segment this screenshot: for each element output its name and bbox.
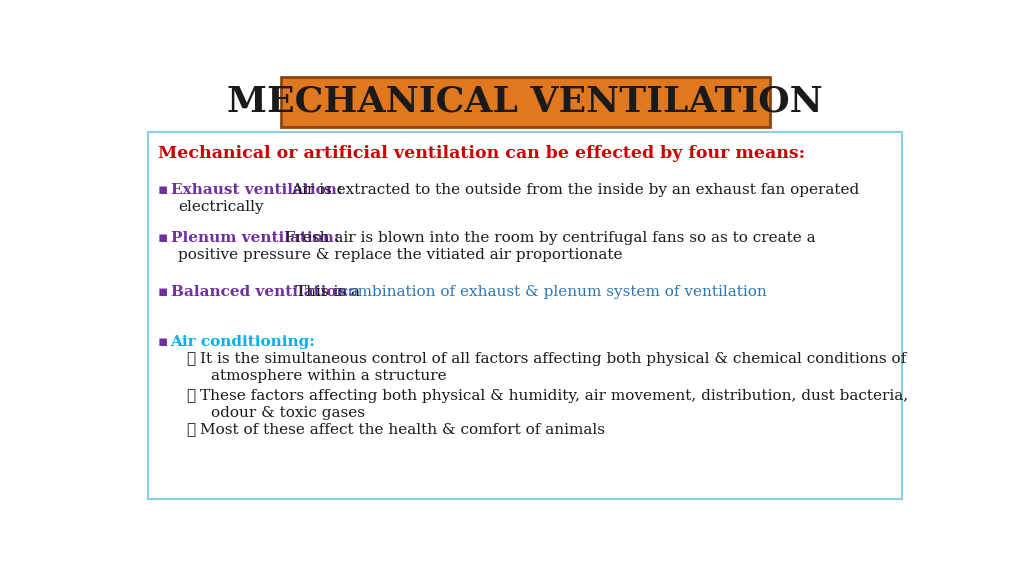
Text: These factors affecting both physical & humidity, air movement, distribution, du: These factors affecting both physical & … (200, 389, 908, 403)
Text: Balanced ventilation:: Balanced ventilation: (171, 285, 353, 299)
Text: Most of these affect the health & comfort of animals: Most of these affect the health & comfor… (200, 423, 605, 437)
Text: combination of exhaust & plenum system of ventilation: combination of exhaust & plenum system o… (340, 285, 767, 299)
Text: odour & toxic gases: odour & toxic gases (211, 406, 365, 419)
Text: positive pressure & replace the vitiated air proportionate: positive pressure & replace the vitiated… (178, 248, 623, 262)
Text: ✓: ✓ (186, 389, 196, 403)
Text: Air conditioning:: Air conditioning: (171, 335, 315, 349)
Text: Mechanical or artificial ventilation can be effected by four means:: Mechanical or artificial ventilation can… (158, 145, 805, 162)
Text: ▪: ▪ (158, 231, 168, 245)
Text: Fresh air is blown into the room by centrifugal fans so as to create a: Fresh air is blown into the room by cent… (285, 231, 815, 245)
Text: ✓: ✓ (186, 423, 196, 437)
Bar (281, 77, 770, 127)
Text: Plenum ventilation:: Plenum ventilation: (171, 231, 339, 245)
Text: ✓: ✓ (186, 353, 196, 366)
Text: ▪: ▪ (158, 285, 168, 299)
Text: It is the simultaneous control of all factors affecting both physical & chemical: It is the simultaneous control of all fa… (200, 353, 906, 366)
Text: MECHANICAL VENTILATION: MECHANICAL VENTILATION (227, 85, 823, 119)
Text: ▪: ▪ (158, 335, 168, 349)
Text: Air is extracted to the outside from the inside by an exhaust fan operated: Air is extracted to the outside from the… (292, 183, 860, 197)
Text: atmosphere within a structure: atmosphere within a structure (211, 369, 446, 384)
Text: Exhaust ventilation:: Exhaust ventilation: (171, 183, 342, 197)
Text: ▪: ▪ (158, 183, 168, 197)
Text: electrically: electrically (178, 200, 264, 214)
Text: This is a: This is a (296, 285, 365, 299)
Bar (147, 132, 902, 499)
